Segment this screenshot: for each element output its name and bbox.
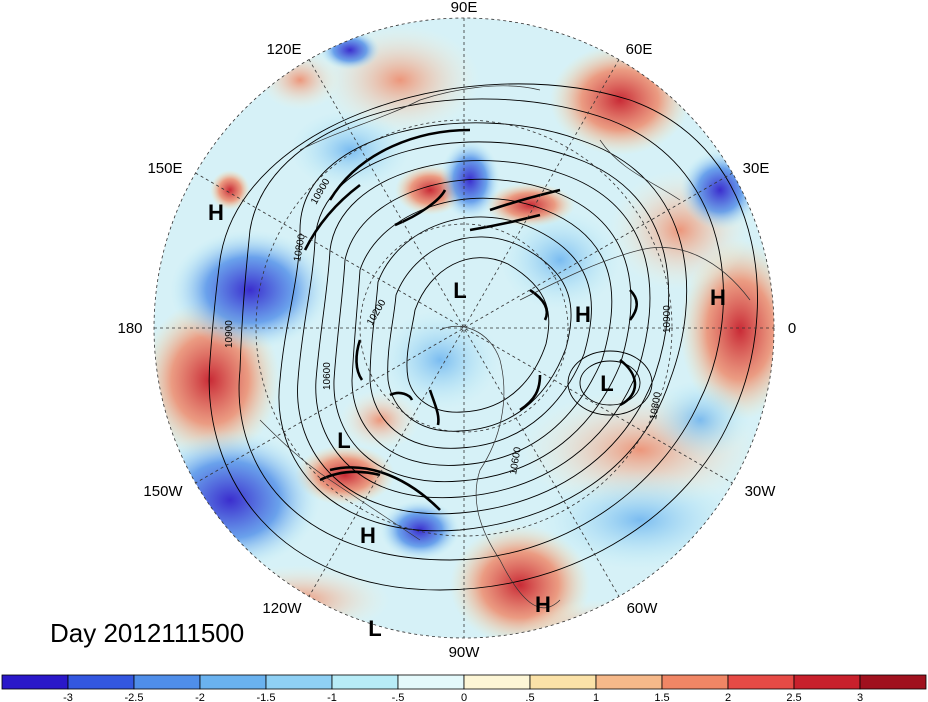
map-title: Day 2012111500 (50, 618, 245, 648)
colorbar-swatch (265, 674, 333, 690)
colorbar-tick-label: 1.5 (654, 692, 669, 702)
colorbar-tick-label: -2.5 (125, 692, 144, 702)
colorbar-tick-label: 1 (593, 692, 599, 702)
high-pressure-label: H (575, 302, 591, 327)
low-pressure-label: L (337, 428, 350, 453)
colorbar-swatch (397, 674, 465, 690)
high-pressure-label: H (360, 523, 376, 548)
colorbar-swatch (331, 674, 399, 690)
colorbar-tick-label: -.5 (392, 692, 405, 702)
longitude-labels: 90E 60E 120E 150E 30E 180 0 150W 30W 120… (117, 0, 796, 661)
colorbar-tick-label: .5 (525, 692, 534, 702)
colorbar-tick-label: 0 (461, 692, 467, 702)
colorbar-swatch (661, 674, 729, 690)
high-pressure-label: H (710, 285, 726, 310)
contour-label: 10800 (292, 233, 308, 263)
contour-label: 10900 (662, 305, 673, 333)
lon-label-0: 0 (788, 320, 796, 337)
lon-label-120w: 120W (262, 600, 302, 617)
colorbar-swatch (793, 674, 861, 690)
lon-label-150w: 150W (143, 483, 183, 500)
contour-label: 10900 (224, 320, 235, 348)
colorbar-tick-label: -1.5 (257, 692, 276, 702)
contour-label: 10600 (508, 446, 524, 476)
colorbar-tick-label: 2.5 (786, 692, 801, 702)
lon-label-90e: 90E (451, 0, 478, 16)
colorbar-swatch (595, 674, 663, 690)
lon-label-90w: 90W (449, 644, 481, 661)
high-pressure-label: H (208, 200, 224, 225)
contour-label: 10600 (322, 362, 333, 390)
lon-label-30w: 30W (745, 483, 777, 500)
low-pressure-label: L (453, 278, 466, 303)
lon-label-60e: 60E (626, 41, 653, 58)
colorbar: -3 -2.5 -2 -1.5 -1 -.5 0 .5 1 1.5 2 2.5 3 (1, 674, 927, 702)
low-pressure-label: L (368, 616, 381, 641)
contour-label: 10800 (648, 391, 664, 421)
colorbar-swatch (199, 674, 267, 690)
coastlines (259, 85, 751, 609)
colorbar-tick-label: -2 (195, 692, 205, 702)
lon-label-150e: 150E (147, 160, 182, 177)
lon-label-60w: 60W (627, 600, 659, 617)
colorbar-swatch (529, 674, 597, 690)
contour-labels: 10900 10800 10600 10200 10900 10900 1080… (224, 177, 673, 476)
low-pressure-label: L (600, 371, 613, 396)
colorbar-swatch (1, 674, 69, 690)
colorbar-tick-label: 2 (725, 692, 731, 702)
lon-label-120e: 120E (266, 41, 301, 58)
colorbar-tick-label: -3 (63, 692, 73, 702)
colorbar-tick-label: 3 (857, 692, 863, 702)
colorbar-swatch (133, 674, 201, 690)
lon-label-30e: 30E (743, 160, 770, 177)
colorbar-swatch (727, 674, 795, 690)
pressure-centers: H H H H H L L L L (208, 200, 726, 641)
height-contours (208, 83, 758, 591)
lon-label-180: 180 (117, 320, 142, 337)
colorbar-swatch (463, 674, 531, 690)
colorbar-swatch (67, 674, 135, 690)
graticule (153, 17, 775, 639)
colorbar-tick-label: -1 (327, 692, 337, 702)
high-pressure-label: H (535, 592, 551, 617)
colorbar-swatch (859, 674, 927, 690)
